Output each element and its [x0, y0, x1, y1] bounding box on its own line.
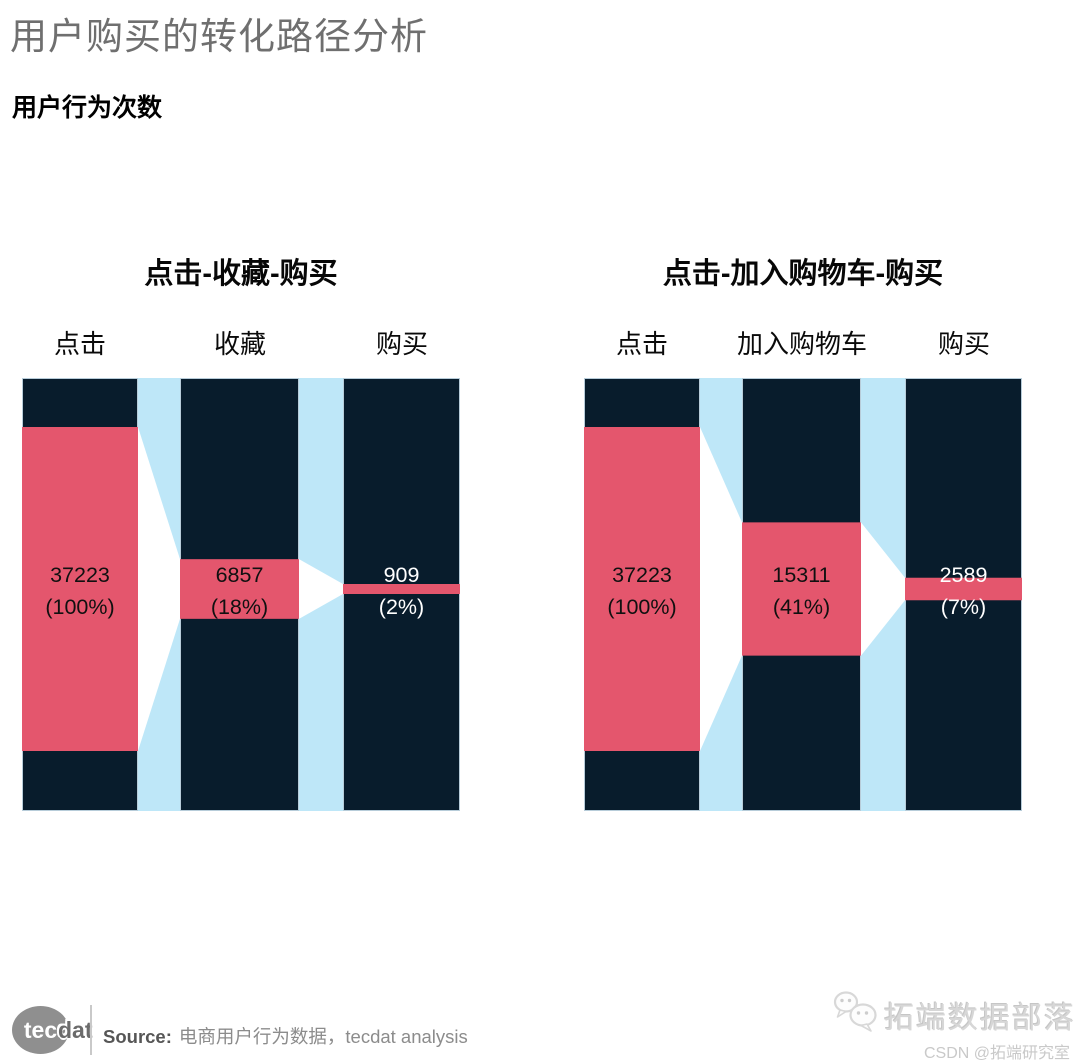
funnel-connector	[861, 522, 905, 656]
source-label: Source:	[103, 1026, 172, 1047]
stage-pct-label: (2%)	[379, 595, 424, 619]
stage-label-click: 点击	[53, 329, 107, 359]
stage-value-label: 15311	[772, 563, 830, 587]
watermark-text: 拓端数据部落	[884, 1002, 1076, 1035]
page-title: 用户购买的转化路径分析	[10, 16, 428, 57]
stage-pct-label: (100%)	[607, 595, 676, 619]
chart-title: 点击-收藏-购买	[144, 258, 338, 290]
stage-value-bar	[584, 427, 700, 751]
stage-label-favorite: 收藏	[213, 329, 267, 359]
stage-pct-label: (18%)	[211, 595, 268, 619]
stage-pct-label: (100%)	[45, 595, 114, 619]
stage-value-label: 37223	[50, 563, 110, 587]
tecdat-logo-circle: tec	[12, 1006, 69, 1054]
funnel-graphic: 37223 (100%) 15311 (41%) 2589 (7%)	[584, 378, 1022, 811]
csdn-credit: CSDN @拓端研究室	[923, 1045, 1070, 1062]
funnel-connector	[700, 427, 742, 751]
source-line: Source: 电商用户行为数据，tecdat analysis	[103, 1023, 468, 1049]
stage-label-buy: 购买	[375, 329, 429, 359]
tecdat-logo-dat: dat	[58, 1016, 93, 1043]
stage-value-label: 37223	[612, 563, 672, 587]
stage-value-label: 2589	[940, 563, 988, 587]
stage-label-cart: 加入购物车	[736, 329, 868, 359]
stage-value-bar	[742, 522, 861, 656]
source-text: 电商用户行为数据，tecdat analysis	[178, 1026, 468, 1047]
stage-label-buy: 购买	[937, 329, 991, 359]
funnel-graphic: 37223 (100%) 6857 (18%) 909 (2%)	[22, 378, 460, 811]
stage-pct-label: (41%)	[773, 595, 830, 619]
stage-value-bar	[343, 584, 460, 594]
footer-divider	[90, 1005, 92, 1055]
chart-title: 点击-加入购物车-购买	[662, 258, 944, 290]
funnel-connector	[138, 427, 180, 751]
tecdat-logo: tec dat	[12, 1006, 93, 1054]
stage-value-bar	[905, 577, 1022, 601]
funnel-chart-click-favorite-buy: 点击-收藏-购买 点击 收藏 购买 37223 (100%) 6857 (18%) 90…	[22, 248, 460, 814]
stage-label-click: 点击	[615, 329, 669, 359]
stage-value-label: 909	[384, 563, 420, 587]
stage-value-bar	[22, 427, 138, 751]
page-subtitle: 用户行为次数	[12, 94, 163, 122]
stage-pct-label: (7%)	[941, 595, 986, 619]
stage-labels: 点击 收藏 购买	[22, 248, 460, 378]
funnel-chart-click-cart-buy: 点击-加入购物车-购买 点击 加入购物车 购买 37223 (100%) 15311…	[584, 248, 1022, 814]
stage-value-bar	[180, 559, 299, 619]
stage-value-label: 6857	[216, 563, 264, 587]
wechat-icon	[833, 991, 877, 1032]
funnel-connector	[299, 559, 343, 619]
stage-column	[343, 378, 460, 811]
stage-labels: 点击 加入购物车 购买	[584, 248, 1022, 378]
